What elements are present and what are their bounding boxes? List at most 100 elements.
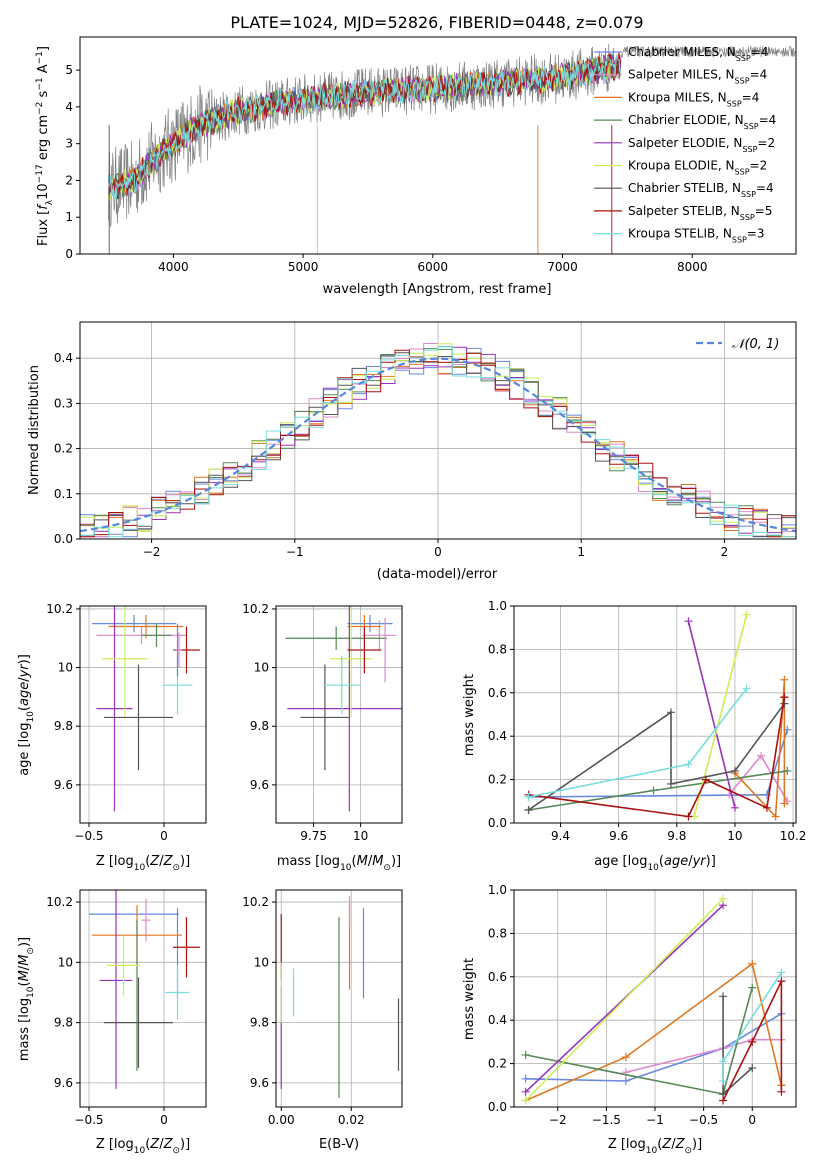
x-axis-label: Z [log10(Z/Z⊙)] (96, 1137, 190, 1156)
weight-marker (521, 1096, 530, 1105)
errorbar-salpeter-stelib (347, 626, 382, 674)
label-part: −17 (35, 164, 45, 183)
x-tick-label: −0.5 (74, 1113, 103, 1127)
weight-marker (524, 805, 533, 814)
weight-marker (666, 779, 675, 788)
label-part: )] (17, 654, 32, 664)
weight-marker (719, 894, 728, 903)
label-part: −1 (35, 51, 45, 64)
weight-marker (684, 812, 693, 821)
label-part: age (664, 854, 688, 869)
label-part: yr (17, 663, 32, 679)
weight-marker (684, 760, 693, 769)
label-part: 10 (26, 711, 36, 723)
legend-tail: =4 (756, 181, 774, 195)
weight-marker (524, 792, 533, 801)
weight-marker (777, 1087, 786, 1096)
label-part: λ (45, 199, 55, 205)
label-part: M (372, 854, 383, 869)
legend-label: Kroupa STELIB, N (628, 227, 732, 241)
model-spectrum-kroupa-stelib (108, 54, 622, 199)
errorbar-salpeter-elodie (287, 606, 402, 812)
axes-frame (513, 605, 797, 824)
x-tick-label: 7000 (547, 260, 578, 274)
y-axis-label: Flux [fλ10−17 erg cm−2 s−1 A−1] (35, 46, 55, 246)
x-tick-label: 2 (721, 545, 729, 559)
errorbar-chabrier-stelib (104, 664, 173, 771)
histogram-kroupa-stelib (80, 346, 796, 538)
plot-area-age-vs-Z (92, 606, 200, 812)
x-tick-label: −1.5 (592, 1113, 621, 1127)
label-part: ( (145, 854, 150, 869)
weight-marker (719, 1057, 728, 1066)
y-tick-label: 9.8 (250, 1016, 269, 1030)
axes-weight-vs-Z: −2 −1.5 −1 −0.5 0 0.0 0.2 0.4 0.6 0.8 1.0 Z [log10(… (462, 883, 797, 1156)
label-part: / (671, 1137, 676, 1152)
label-part: ( (17, 706, 32, 711)
y-tick-label: 0.6 (488, 686, 507, 700)
label-part: ⊙ (172, 1146, 180, 1156)
legend-tail: =4 (759, 113, 777, 127)
legend-entry: Salpeter MILES, NSSP=4 (628, 68, 767, 86)
legend-tail: =5 (755, 204, 773, 218)
label-part: ( (17, 981, 32, 986)
legend-label: Chabrier MILES, N (628, 45, 736, 59)
weight-line-kroupa-miles (734, 679, 786, 819)
label-part: 10 (36, 183, 51, 200)
label-part: ⊙ (26, 947, 36, 955)
y-tick-label: 10 (58, 661, 73, 675)
label-part: f (36, 203, 51, 210)
y-tick-label: 1 (65, 210, 73, 224)
plot-area-mass-vs-EBV (280, 896, 400, 1098)
y-tick-label: 0.4 (488, 1013, 507, 1027)
x-tick-label: 1 (577, 545, 585, 559)
y-tick-label: 0.6 (488, 970, 507, 984)
label-part: )] (17, 937, 32, 947)
weight-marker (762, 803, 771, 812)
label-part: Z (149, 854, 160, 869)
legend-entry: Salpeter ELODIE, NSSP=2 (628, 136, 775, 154)
y-tick-label: 1.0 (488, 883, 507, 897)
label-part: / (688, 854, 693, 869)
y-tick-label: 4 (65, 100, 73, 114)
errorbar-salpeter-elodie (99, 890, 133, 1089)
plot-area-age-vs-mass (285, 606, 402, 812)
legend-sub: SSP (744, 122, 759, 131)
legend-entry: Salpeter STELIB, NSSP=5 (628, 204, 772, 222)
label-part: age [log (17, 723, 32, 776)
errorbar-kroupa-stelib (165, 965, 190, 1020)
y-tick-label: 9.6 (250, 1076, 269, 1090)
errorbar-chabrier-miles (347, 614, 393, 633)
legend-tail: =4 (750, 68, 768, 82)
weight-marker (748, 959, 757, 968)
legend-label: Chabrier ELODIE, N (628, 113, 744, 127)
plot-area-residuals (80, 343, 796, 538)
errorbar-chabrier-stelib (300, 664, 350, 771)
y-tick-label: 10.2 (242, 602, 269, 616)
weight-marker (521, 1074, 530, 1083)
y-tick-label: 9.6 (250, 778, 269, 792)
x-tick-label: 9.6 (609, 829, 628, 843)
label-part: / (17, 677, 32, 682)
weight-marker (742, 610, 751, 619)
label-part: age [log (594, 854, 647, 869)
axes-frame (275, 889, 403, 1108)
y-tick-label: 0.8 (488, 642, 507, 656)
weight-marker (780, 693, 789, 702)
x-tick-label: −0.5 (74, 829, 103, 843)
x-tick-label: 10.2 (780, 829, 807, 843)
y-tick-label: 10.2 (46, 895, 73, 909)
weight-marker (783, 766, 792, 775)
errorbar-kroupa-elodie (107, 935, 140, 996)
x-axis-label: age [log10(age/yr)] (594, 854, 716, 873)
legend-entry: Chabrier MILES, NSSP=4 (628, 45, 768, 63)
x-tick-label: 10 (727, 829, 742, 843)
label-part: )] (180, 1137, 190, 1152)
label-part: 10 (134, 863, 146, 873)
weight-line-kroupa-elodie (693, 614, 748, 817)
x-tick-label: 0 (160, 1113, 168, 1127)
legend-entry: Kroupa ELODIE, NSSP=2 (628, 159, 767, 177)
y-tick-label: 0.2 (54, 442, 73, 456)
axes-frame (79, 36, 797, 255)
